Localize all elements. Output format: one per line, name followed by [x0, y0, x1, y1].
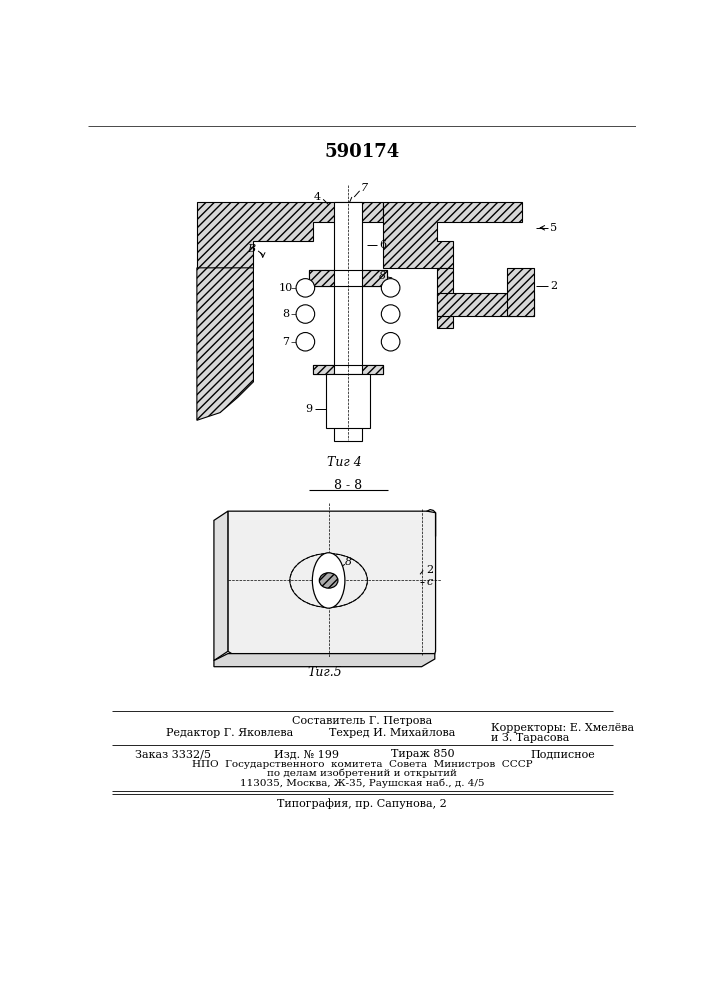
Text: B: B	[247, 244, 255, 254]
Text: 7: 7	[283, 337, 289, 347]
Ellipse shape	[320, 573, 338, 588]
Text: 8 - 8: 8 - 8	[334, 479, 362, 492]
Bar	[313, 365, 383, 374]
Text: Заказ 3332/5: Заказ 3332/5	[135, 749, 211, 759]
Text: Техред И. Михайлова: Техред И. Михайлова	[329, 728, 455, 738]
Polygon shape	[383, 202, 522, 268]
Polygon shape	[214, 511, 228, 661]
Polygon shape	[507, 268, 534, 316]
Text: Составитель Г. Петрова: Составитель Г. Петрова	[292, 716, 432, 726]
Circle shape	[381, 305, 400, 323]
Text: НПО  Государственного  комитета  Совета  Министров  СССР: НПО Государственного комитета Совета Мин…	[192, 760, 532, 769]
Bar	[309, 270, 334, 286]
Text: Корректоры: Е. Хмелёва: Корректоры: Е. Хмелёва	[491, 723, 634, 733]
Circle shape	[296, 279, 315, 297]
Text: и З. Тарасова: и З. Тарасова	[491, 733, 570, 743]
Text: Τиг 4: Τиг 4	[327, 456, 361, 469]
Circle shape	[296, 333, 315, 351]
Text: Тираж 850: Тираж 850	[391, 749, 455, 759]
Text: 8: 8	[380, 271, 387, 281]
Bar	[313, 365, 334, 374]
Text: 6: 6	[380, 240, 387, 250]
Text: 2: 2	[550, 281, 557, 291]
Polygon shape	[197, 268, 253, 420]
Text: 2: 2	[426, 565, 433, 575]
Text: Типография, пр. Сапунова, 2: Типография, пр. Сапунова, 2	[277, 798, 447, 809]
Circle shape	[296, 305, 315, 323]
Polygon shape	[228, 511, 436, 654]
Bar	[362, 270, 387, 286]
Circle shape	[381, 279, 400, 297]
Text: 10: 10	[279, 283, 293, 293]
Text: Редактор Г. Яковлева: Редактор Г. Яковлева	[166, 728, 293, 738]
Text: 9: 9	[305, 404, 312, 414]
Text: 590174: 590174	[325, 143, 399, 161]
Text: 113035, Москва, Ж-35, Раушская наб., д. 4/5: 113035, Москва, Ж-35, Раушская наб., д. …	[240, 778, 484, 788]
Bar	[327, 374, 370, 428]
Text: 4: 4	[313, 192, 320, 202]
Text: c: c	[426, 577, 433, 587]
Text: 7: 7	[361, 183, 368, 193]
Ellipse shape	[312, 553, 345, 608]
Polygon shape	[437, 293, 534, 316]
Polygon shape	[214, 654, 435, 667]
Bar	[309, 270, 387, 286]
Polygon shape	[437, 268, 452, 328]
Text: Изд. № 199: Изд. № 199	[274, 749, 339, 759]
Text: 5: 5	[550, 223, 557, 233]
Bar	[362, 365, 383, 374]
Text: по делам изобретений и открытий: по делам изобретений и открытий	[267, 769, 457, 778]
Polygon shape	[197, 202, 383, 268]
Text: 8: 8	[282, 309, 290, 319]
Text: Подписное: Подписное	[530, 749, 595, 759]
Text: Τиг.5: Τиг.5	[308, 666, 342, 679]
Text: 8: 8	[345, 557, 352, 567]
Circle shape	[381, 333, 400, 351]
Bar	[334, 202, 362, 441]
